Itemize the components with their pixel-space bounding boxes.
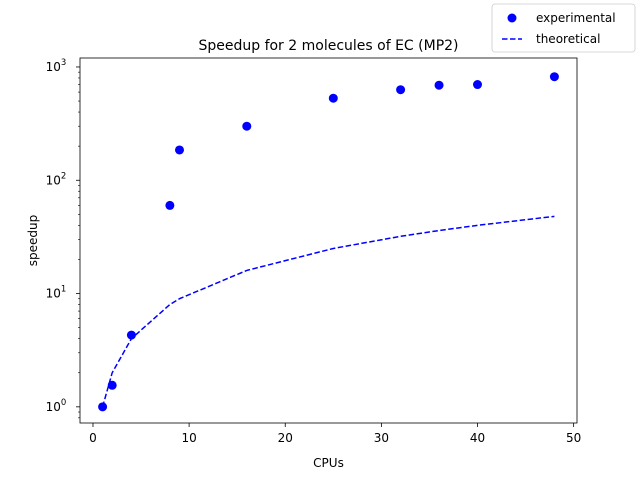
x-tick-label: 0 [89,431,97,445]
experimental-point [328,93,338,103]
experimental-point [242,121,252,131]
experimental-point [98,402,108,412]
x-axis-label: CPUs [313,456,344,470]
experimental-point [434,80,444,90]
experimental-point [473,80,483,90]
x-tick-label: 50 [566,431,581,445]
experimental-point [126,330,136,340]
y-tick-label: 101 [46,285,67,301]
plot-area [98,72,559,412]
legend-label: experimental [536,11,616,25]
theoretical-line [101,215,555,408]
experimental-point [165,200,175,210]
y-axis-ticks: 100 101 102 103 [46,58,80,419]
x-axis-ticks: 0 10 20 30 40 50 [89,423,581,445]
y-tick-label: 103 [46,58,67,74]
series-theoretical-line [101,215,555,408]
axes-frame [79,57,578,424]
legend-box [491,3,636,53]
experimental-point [174,145,184,155]
x-tick-label: 30 [374,431,389,445]
y-axis-label: speedup [26,215,40,266]
chart-title: Speedup for 2 molecules of EC (MP2) [198,38,458,54]
legend-marker-experimental [507,13,517,23]
y-tick-label: 102 [46,171,67,187]
series-experimental-points [98,72,559,412]
experimental-point [107,380,117,390]
x-tick-label: 20 [278,431,293,445]
x-tick-label: 40 [470,431,485,445]
y-tick-label: 100 [46,398,67,414]
experimental-point [549,72,559,82]
legend-label: theoretical [536,32,600,46]
legend: experimental theoretical [491,3,636,53]
x-tick-label: 10 [181,431,196,445]
experimental-point [396,85,406,95]
